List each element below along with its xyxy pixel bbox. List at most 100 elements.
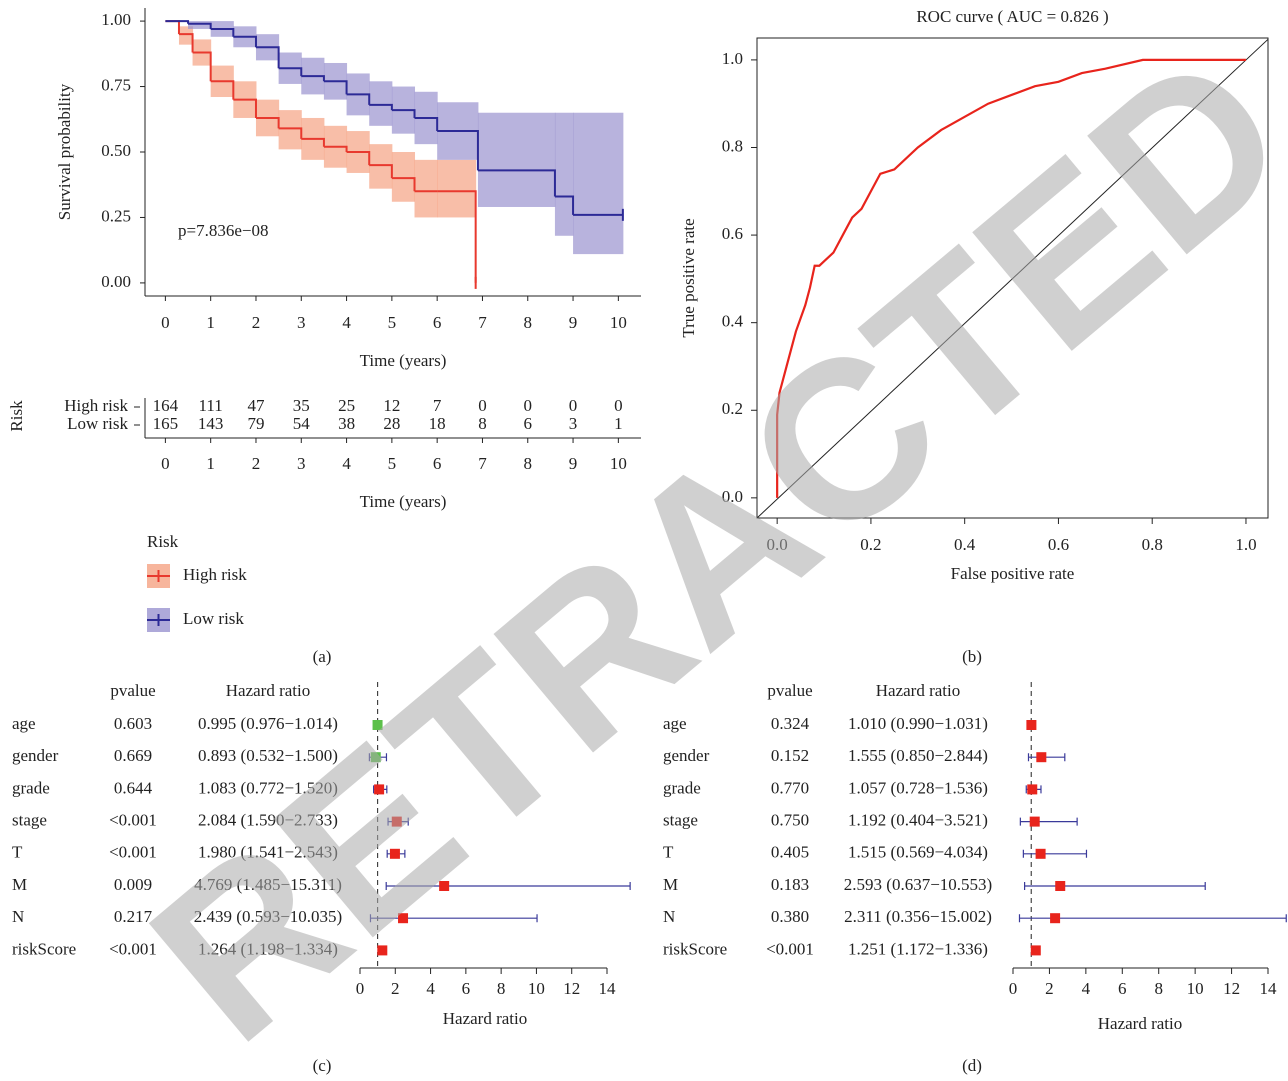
risk-count: 111 [199,396,223,415]
hazard-ratio-text: 2.593 (0.637−10.553) [844,875,992,894]
confidence-band [278,110,302,150]
hazard-ratio-point [377,945,388,956]
risk-count: 38 [338,414,355,433]
survival-step [301,75,325,82]
x-tick-label: 8 [497,979,506,998]
y-tick-label: 1.00 [101,10,131,29]
x-tick-label: 5 [388,313,397,332]
hazard-ratio-point [1029,816,1040,827]
hazard-ratio-point [372,720,383,730]
survival-step [210,27,235,37]
x-tick-label: 10 [1187,979,1204,998]
pvalue: 0.770 [771,778,809,797]
x-tick-label: 8 [524,313,533,332]
x-axis-label: Hazard ratio [443,1009,527,1028]
panel-label: (b) [962,647,982,666]
pvalue: <0.001 [109,811,157,830]
pvalue: 0.324 [771,714,810,733]
survival-step [391,177,416,192]
x-axis-label: False positive rate [951,564,1075,583]
x-tick-label: 2 [1045,979,1054,998]
hazard-ratio-text: 1.010 (0.990−1.031) [848,714,988,733]
panel-label: (c) [313,1056,332,1075]
x-axis-label: Time (years) [360,492,447,511]
hazard-ratio-text: 1.555 (0.850−2.844) [848,746,988,765]
y-axis-label: True positive rate [679,218,698,337]
watermark: RETRACTED [106,3,1288,1081]
confidence-band [414,159,438,218]
x-tick-label: 9 [569,313,578,332]
row-label: stage [12,811,47,830]
x-tick-label: 0.8 [1142,535,1163,554]
x-tick-label: 0.4 [954,535,976,554]
legend-label: High risk [183,565,247,584]
x-tick-label: 10 [528,979,545,998]
survival-step [178,33,194,53]
survival-step [346,93,371,105]
y-tick-label: 0.8 [722,136,743,155]
hazard-ratio-text: 1.251 (1.172−1.336) [848,939,988,958]
hazard-ratio-text: 1.264 (1.198−1.334) [198,939,338,958]
risk-table-title: Risk [7,400,26,432]
column-header: Hazard ratio [876,681,960,700]
row-label: riskScore [663,939,727,958]
risk-count: 8 [478,414,487,433]
x-tick-label: 10 [610,313,627,332]
hazard-ratio-point [370,752,381,763]
x-tick-label: 0.0 [767,535,788,554]
confidence-band [437,159,477,218]
pvalue: 0.380 [771,907,809,926]
survival-step [188,22,212,29]
x-tick-label: 4 [426,979,435,998]
x-tick-label: 6 [1118,979,1127,998]
error-bar [1023,882,1206,890]
risk-count: 7 [433,396,442,415]
y-axis-label: Survival probability [55,83,74,220]
annotation: p=7.836e−08 [178,221,268,240]
y-tick-label: 0.75 [101,75,131,94]
hazard-ratio-point [1055,881,1066,891]
row-label: gender [663,746,710,765]
risk-count: 3 [569,414,578,433]
x-tick-label: 7 [478,313,487,332]
survival-step [323,80,348,95]
x-tick-label: 1 [206,454,215,473]
x-tick-label: 12 [1223,979,1240,998]
hazard-ratio-text: 2.311 (0.356−15.002) [844,907,992,926]
risk-count: 1 [614,414,623,433]
pvalue: 0.009 [114,875,152,894]
x-tick-label: 8 [1154,979,1163,998]
confidence-band [178,26,194,45]
x-tick-label: 10 [610,454,627,473]
x-tick-label: 1 [206,313,215,332]
x-tick-label: 2 [252,313,261,332]
confidence-band [188,21,212,29]
risk-count: 35 [293,396,310,415]
hazard-ratio-point [439,881,450,891]
y-tick-label: 0.50 [101,141,131,160]
survival-step [210,80,235,100]
y-tick-label: 0.25 [101,206,131,225]
confidence-band [391,152,416,202]
row-label: stage [663,811,698,830]
x-tick-label: 5 [388,454,397,473]
x-tick-label: 0 [356,979,365,998]
survival-step [278,127,303,139]
hazard-ratio-text: 0.893 (0.532−1.500) [198,746,338,765]
legend-title: Risk [147,532,179,551]
risk-count: 47 [247,396,265,415]
row-label: T [663,843,674,862]
risk-count: 0 [524,396,533,415]
forest-marks [1018,720,1287,956]
risk-count: 0 [569,396,578,415]
error-bar [1027,753,1066,762]
survival-step [233,98,257,118]
legend-label: Low risk [183,609,244,628]
y-tick-label: 0.4 [722,312,744,331]
x-tick-label: 6 [433,454,442,473]
chart-title: ROC curve ( AUC = 0.826 ) [916,7,1108,26]
risk-count: 28 [383,414,400,433]
confidence-band [369,81,393,126]
roc-curve [776,58,1246,498]
column-header: pvalue [767,681,812,700]
